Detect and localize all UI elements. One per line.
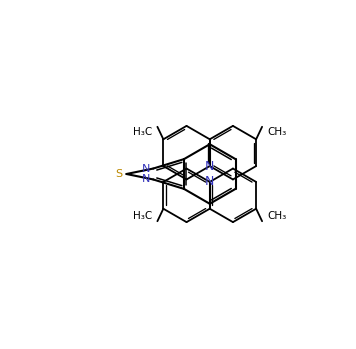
Text: N: N (205, 159, 214, 172)
Text: N: N (205, 176, 214, 188)
Text: N: N (142, 174, 150, 185)
Text: H₃C: H₃C (133, 127, 152, 137)
Text: CH₃: CH₃ (267, 127, 286, 137)
Text: H₃C: H₃C (133, 211, 152, 221)
Text: CH₃: CH₃ (267, 211, 286, 221)
Text: N: N (142, 164, 150, 173)
Text: S: S (115, 169, 122, 179)
